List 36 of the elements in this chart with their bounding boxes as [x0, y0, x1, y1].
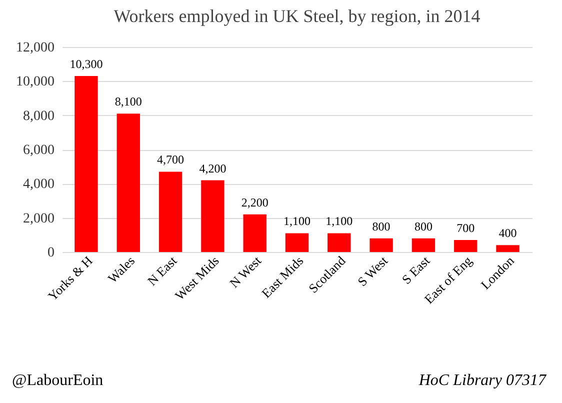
- y-tick-label: 4,000: [23, 177, 54, 192]
- x-tick-label: S West: [354, 252, 391, 290]
- bar: [370, 238, 393, 252]
- text: HoC Library 07317: [418, 372, 546, 390]
- data-label: 400: [498, 226, 517, 240]
- y-tick-label: 6,000: [23, 143, 54, 158]
- bar: [285, 233, 309, 252]
- x-tick-label: S East: [398, 252, 433, 287]
- data-label: 1,100: [284, 214, 310, 228]
- y-tick-label: 12,000: [16, 40, 54, 56]
- bar: [496, 245, 520, 252]
- chart-title: Workers employed in UK Steel, by region, in 2014: [114, 6, 480, 26]
- data-label: 10,300: [70, 57, 103, 72]
- data-label: 1,100: [326, 214, 353, 228]
- data-label: 700: [456, 221, 475, 236]
- bar: [116, 114, 140, 252]
- x-tick-label: N East: [144, 252, 180, 288]
- y-tick-label: 0: [48, 246, 54, 260]
- data-label: 800: [414, 219, 432, 234]
- y-tick-label: 8,000: [23, 108, 54, 124]
- bar: [412, 238, 436, 252]
- data-label: 4,700: [157, 152, 184, 167]
- bar: [243, 214, 266, 252]
- y-tick-label: 10,000: [16, 74, 54, 90]
- bar: [74, 76, 98, 252]
- data-label: 4,200: [199, 161, 226, 176]
- data-label: 800: [372, 219, 390, 234]
- data-label: 8,100: [114, 94, 142, 109]
- bar: [201, 180, 224, 252]
- x-tick-label: N West: [226, 252, 264, 291]
- bar: [158, 172, 182, 252]
- text: @LabourEoin: [12, 372, 104, 390]
- bar: [328, 233, 351, 252]
- data-label: 2,200: [241, 195, 268, 210]
- y-tick-label: 2,000: [23, 211, 54, 226]
- bar: [454, 240, 478, 252]
